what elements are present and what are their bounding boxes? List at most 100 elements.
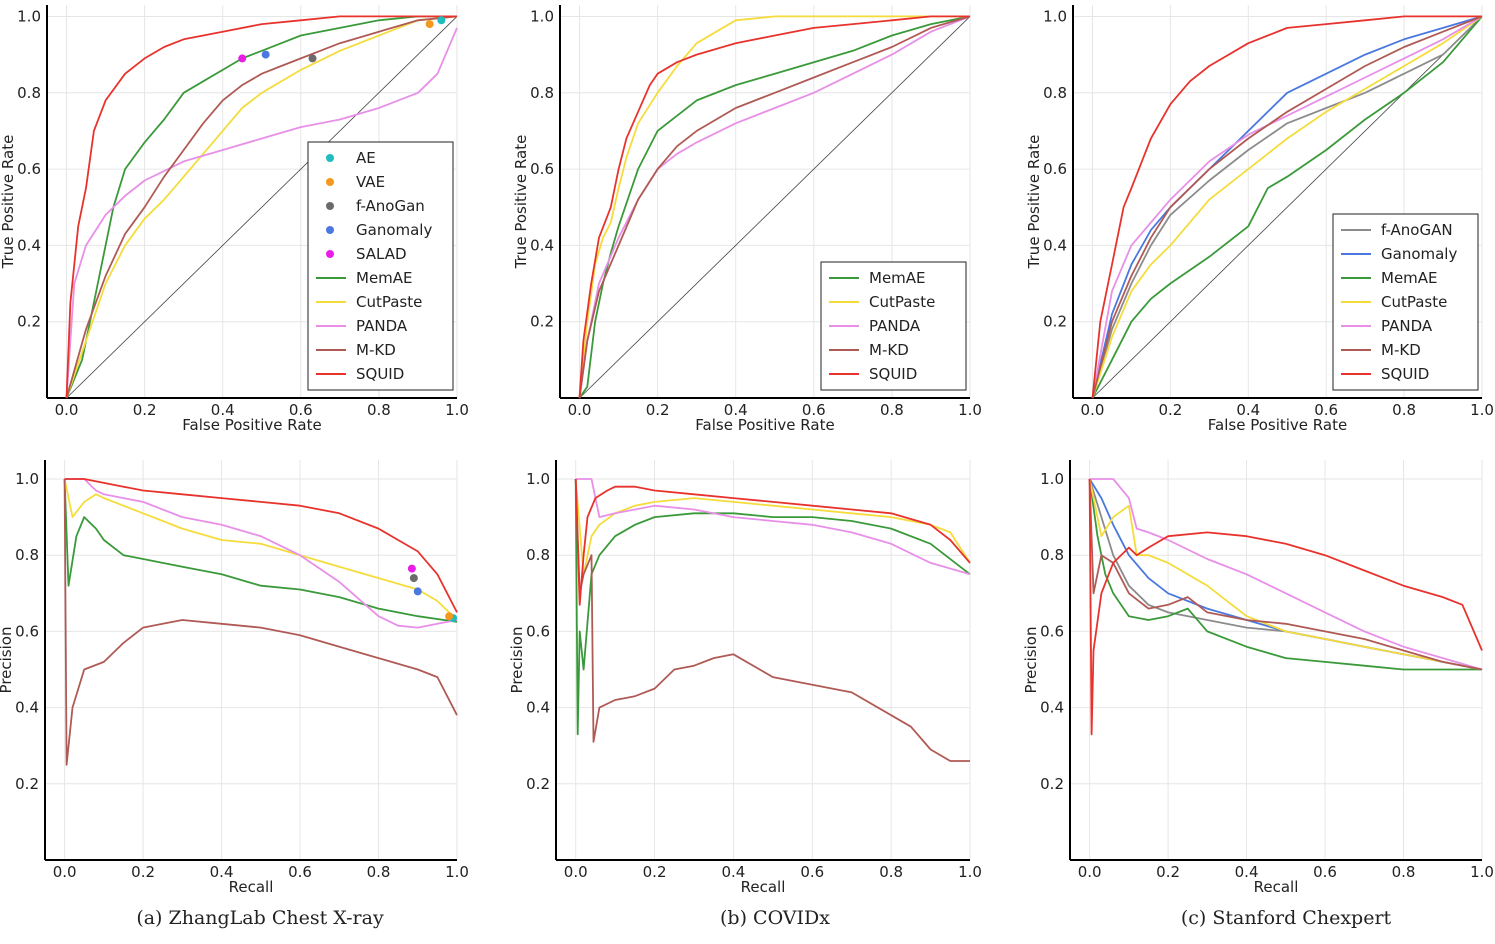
legend-label-panda: PANDA — [1381, 317, 1433, 335]
x-tick-label: 0.8 — [879, 863, 903, 881]
legend-label-ganomaly: Ganomaly — [356, 221, 432, 239]
point-vae — [445, 612, 454, 621]
y-tick-label: 1.0 — [530, 7, 554, 25]
y-tick-label: 0.4 — [17, 236, 41, 254]
y-tick-label: 0.8 — [526, 546, 550, 564]
x-tick-label: 0.0 — [55, 401, 79, 419]
series-memae — [65, 15, 457, 399]
point-f-anogan — [409, 574, 418, 583]
x-tick-label: 0.6 — [802, 401, 826, 419]
legend: AE VAE f-AnoGan Ganomaly SALAD MemAE CutPaste P… — [307, 141, 454, 391]
legend: f-AnoGAN Ganomaly MemAE CutPaste PANDA M-KD SQ… — [1332, 213, 1479, 391]
x-axis-label: Recall — [1254, 878, 1299, 896]
x-tick-label: 0.8 — [1392, 401, 1416, 419]
y-tick-label: 0.6 — [17, 160, 41, 178]
x-tick-label: 0.6 — [800, 863, 824, 881]
y-tick-label: 0.8 — [1043, 84, 1067, 102]
legend-label-cutpaste: CutPaste — [1381, 293, 1447, 311]
legend-marker-f-anogan — [326, 202, 334, 210]
series-panda — [1089, 478, 1483, 671]
series-ganomaly — [1088, 478, 1483, 671]
x-tick-label: 0.2 — [1156, 863, 1180, 881]
y-axis-label: True Positive Rate — [512, 135, 530, 270]
series-squid — [574, 478, 971, 606]
series-f-anogan — [1091, 15, 1483, 399]
y-tick-label: 0.8 — [17, 84, 41, 102]
y-tick-label: 0.4 — [1040, 699, 1064, 717]
y-tick-label: 0.2 — [15, 775, 39, 793]
y-tick-label: 1.0 — [1043, 7, 1067, 25]
x-tick-label: 0.4 — [724, 401, 748, 419]
series-ganomaly — [1091, 15, 1483, 399]
series-cutpaste — [65, 15, 458, 399]
legend: MemAE CutPaste PANDA M-KD SQUID — [820, 261, 967, 391]
gridlines — [556, 460, 971, 860]
chart-roc-chexpert: 0.0 0.2 0.4 0.6 0.8 1.0 0.2 0.4 0.6 0.8 1.0 False P… — [1025, 5, 1494, 434]
y-axis-label: Precision — [0, 627, 15, 694]
series-f-anogan — [1088, 478, 1483, 671]
y-tick-label: 1.0 — [17, 7, 41, 25]
x-tick-label: 0.2 — [133, 401, 157, 419]
legend-marker-salad — [326, 250, 334, 258]
legend-label-memae: MemAE — [869, 269, 926, 287]
y-tick-label: 0.4 — [526, 699, 550, 717]
chart-pr-chexpert: 0.0 0.2 0.4 0.6 0.8 1.0 0.2 0.4 0.6 0.8 1.0 Recall P… — [1022, 460, 1494, 896]
legend-label-panda: PANDA — [869, 317, 921, 335]
x-tick-label: 0.8 — [1392, 863, 1416, 881]
series-squid — [1088, 478, 1483, 736]
chart-roc-zhanglab: 0.0 0.2 0.4 0.6 0.8 1.0 0.2 0.4 0.6 0.8 1.0 False P… — [0, 5, 469, 434]
x-axis-label: Recall — [741, 878, 786, 896]
x-tick-label: 0.2 — [131, 863, 155, 881]
series-memae — [578, 15, 971, 399]
chart-roc-covidx: 0.0 0.2 0.4 0.6 0.8 1.0 0.2 0.4 0.6 0.8 1.0 False P… — [512, 5, 982, 434]
x-tick-label: 0.6 — [289, 401, 313, 419]
y-tick-label: 1.0 — [15, 470, 39, 488]
series-m-kd — [574, 478, 970, 762]
y-tick-label: 0.6 — [530, 160, 554, 178]
legend-label-squid: SQUID — [1381, 365, 1429, 383]
chart-pr-covidx: 0.0 0.2 0.4 0.6 0.8 1.0 0.2 0.4 0.6 0.8 1.0 Recall P… — [508, 460, 982, 896]
series-cutpaste — [574, 478, 971, 576]
x-tick-label: 1.0 — [1470, 401, 1494, 419]
legend-label-panda: PANDA — [356, 317, 408, 335]
y-tick-label: 0.2 — [1043, 313, 1067, 331]
legend-label-memae: MemAE — [356, 269, 413, 287]
legend-marker-vae — [326, 178, 334, 186]
y-axis-label: Precision — [1022, 627, 1040, 694]
chart-panels: 0.0 0.2 0.4 0.6 0.8 1.0 0.2 0.4 0.6 0.8 1.0 False P… — [0, 5, 1494, 896]
x-tick-label: 0.0 — [1081, 401, 1105, 419]
series-squid — [65, 15, 457, 399]
x-tick-label: 0.2 — [646, 401, 670, 419]
x-tick-label: 0.4 — [721, 863, 745, 881]
gridlines — [45, 460, 458, 860]
series-panda — [575, 478, 971, 576]
series-memae — [63, 478, 458, 623]
y-tick-label: 0.8 — [530, 84, 554, 102]
chance-diagonal — [66, 16, 458, 399]
caption-zhanglab: (a) ZhangLab Chest X-ray — [136, 907, 384, 929]
series-cutpaste — [1091, 15, 1483, 399]
y-tick-label: 0.2 — [530, 313, 554, 331]
x-tick-label: 0.6 — [1314, 401, 1338, 419]
series-panda — [64, 478, 458, 629]
caption-chexpert: (c) Stanford Chexpert — [1181, 907, 1392, 929]
x-tick-label: 0.0 — [564, 863, 588, 881]
y-axis-label: Precision — [508, 627, 526, 694]
series-memae — [574, 478, 971, 736]
series-cutpaste — [1088, 478, 1483, 671]
x-tick-label: 0.0 — [1078, 863, 1102, 881]
series-panda — [1091, 15, 1483, 399]
series-squid — [1091, 15, 1482, 399]
point-ae — [437, 16, 446, 25]
caption-covidx: (b) COVIDx — [720, 907, 830, 929]
legend-label-vae: VAE — [356, 173, 385, 191]
chance-diagonal — [579, 16, 971, 399]
x-tick-label: 1.0 — [958, 863, 982, 881]
series-squid — [64, 478, 458, 613]
y-tick-label: 0.6 — [526, 622, 550, 640]
y-axis-label: True Positive Rate — [1025, 135, 1043, 270]
point-ganomaly — [261, 50, 270, 59]
series-squid — [578, 15, 970, 399]
legend-label-squid: SQUID — [356, 365, 404, 383]
